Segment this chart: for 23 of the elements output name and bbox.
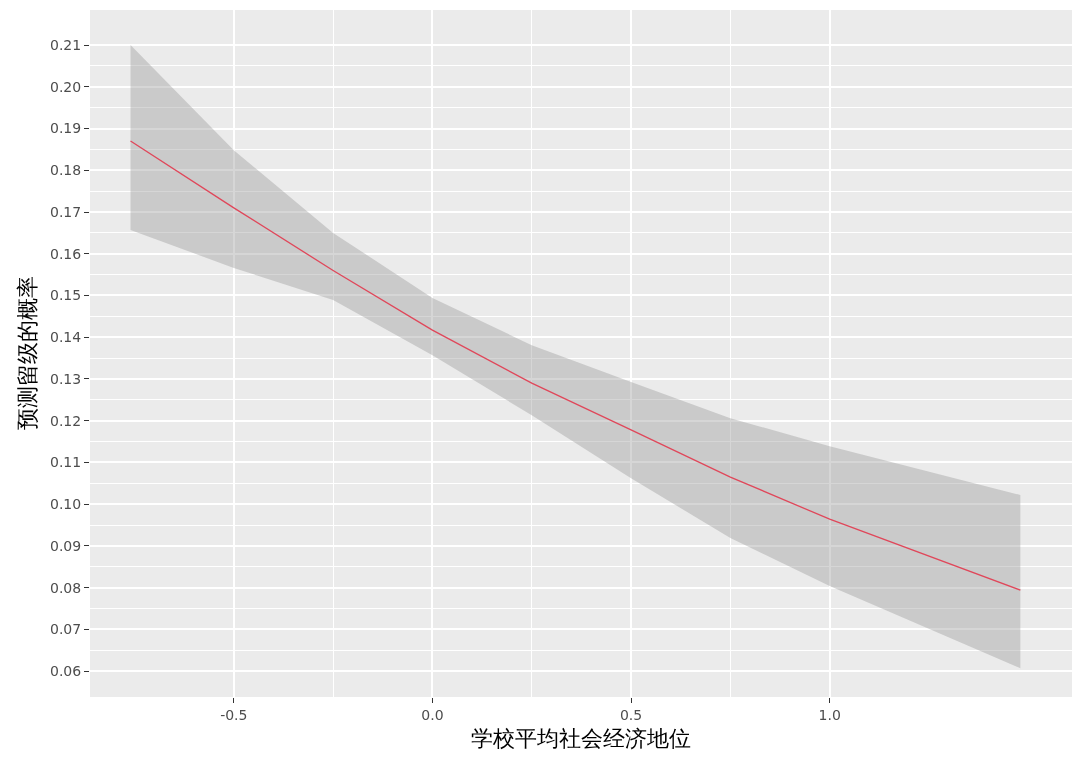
y-tick-label: 0.17 bbox=[50, 203, 82, 220]
y-tick-label: 0.06 bbox=[50, 663, 82, 680]
y-tick-label: 0.13 bbox=[50, 370, 82, 387]
x-tick-label: 1.0 bbox=[818, 706, 841, 723]
line-series bbox=[129, 140, 1022, 591]
y-tick-label: 0.07 bbox=[50, 621, 82, 638]
y-tick-label: 0.09 bbox=[50, 537, 82, 554]
x-tick-label: 0.0 bbox=[421, 706, 444, 723]
y-tick-label: 0.15 bbox=[50, 287, 82, 304]
x-tick-label: 0.5 bbox=[619, 706, 643, 723]
y-tick-label: 0.21 bbox=[50, 36, 82, 53]
y-tick-label: 0.14 bbox=[50, 329, 82, 346]
y-tick-label: 0.19 bbox=[50, 120, 82, 137]
y-tick-label: 0.18 bbox=[50, 162, 82, 179]
y-tick-label: 0.20 bbox=[50, 78, 82, 95]
x-axis-title: 学校平均社会经济地位 bbox=[471, 725, 691, 751]
y-tick-label: 0.16 bbox=[50, 245, 82, 262]
y-tick-label: 0.11 bbox=[50, 454, 82, 471]
y-tick-label: 0.08 bbox=[50, 579, 82, 596]
y-tick-label: 0.10 bbox=[50, 496, 82, 513]
y-tick-label: 0.12 bbox=[50, 412, 82, 429]
y-axis-title: 预测留级的概率 bbox=[14, 276, 40, 431]
x-tick-label: -0.5 bbox=[220, 706, 248, 723]
